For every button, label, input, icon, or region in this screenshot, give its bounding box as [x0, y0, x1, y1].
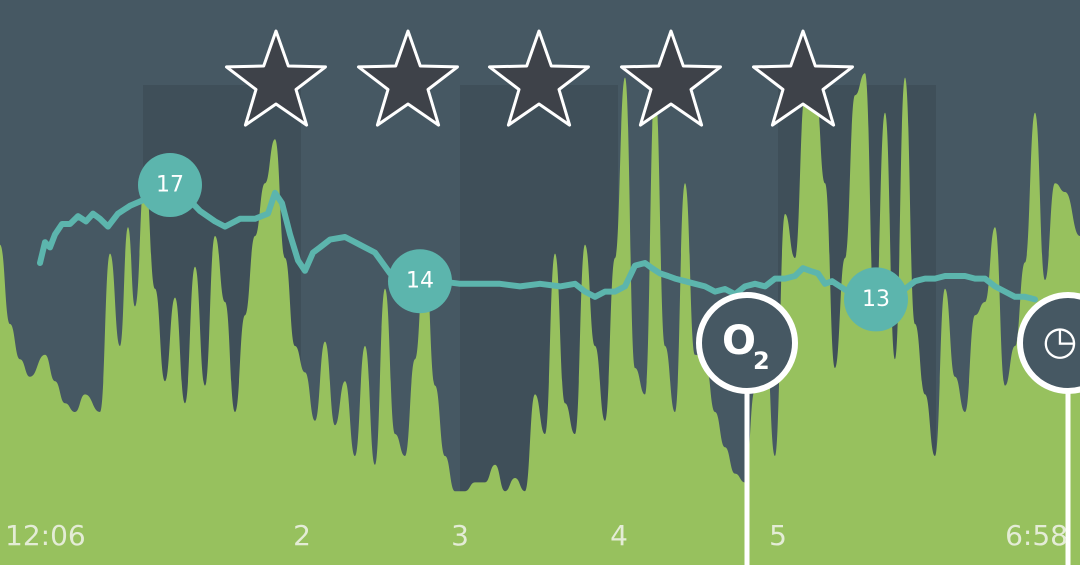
activity-floor	[0, 500, 1080, 565]
star-icon[interactable]	[357, 29, 459, 127]
line-value-labels: 17 14 13	[138, 153, 908, 332]
clock-marker[interactable]: ◷	[1017, 292, 1080, 565]
activity-area	[0, 73, 1080, 565]
x-tick-label: 12:06	[5, 519, 86, 552]
x-tick-label: 5	[769, 519, 787, 552]
marker-ring	[696, 292, 798, 394]
star-icon[interactable]	[620, 29, 722, 127]
x-tick-label: 2	[293, 519, 311, 552]
value-bubble-circle	[844, 267, 908, 332]
star-icon[interactable]	[488, 29, 590, 127]
rating-stars	[225, 29, 854, 127]
marker-subscript: 2	[753, 347, 770, 375]
star-icon[interactable]	[752, 29, 854, 127]
x-tick-label: 4	[610, 519, 628, 552]
value-bubble-label: 13	[862, 287, 890, 312]
marker-ring	[1017, 292, 1080, 394]
value-bubble: 17	[138, 153, 202, 217]
value-bubble: 14	[388, 249, 452, 314]
value-bubble-label: 14	[406, 269, 434, 294]
marker-glyph: ◷	[1043, 318, 1078, 364]
value-bubble-circle	[138, 153, 202, 217]
marker-glyph: O	[722, 318, 756, 364]
value-bubble-circle	[388, 249, 452, 314]
x-tick-label: 3	[451, 519, 469, 552]
star-icon[interactable]	[225, 29, 327, 127]
value-bubble-label: 17	[156, 173, 184, 198]
o2-marker[interactable]: O2	[696, 292, 798, 565]
x-tick-label: 6:58	[1005, 519, 1068, 552]
value-bubble: 13	[844, 267, 908, 332]
x-axis-ticks: 12:06 2 3 4 5 6:58	[5, 519, 1068, 552]
event-markers: O2 ◷	[696, 292, 1080, 565]
activity-area-path	[0, 73, 1080, 565]
